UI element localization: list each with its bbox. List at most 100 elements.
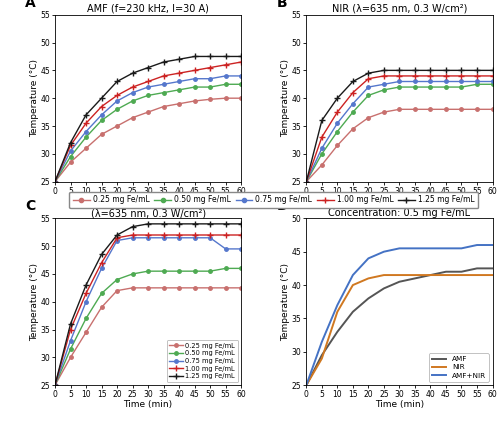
0.75 mg Fe/mL (145, 85, 151, 90)
0.50 mg Fe/mL (207, 269, 213, 274)
0.50 mg Fe/mL (238, 82, 244, 87)
0.75 mg Fe/mL (334, 121, 340, 126)
0.75 mg Fe/mL (319, 146, 325, 151)
0.75 mg Fe/mL (443, 79, 449, 84)
NIR (334, 309, 340, 314)
0.50 mg Fe/mL (350, 109, 356, 115)
0.75 mg Fe/mL (83, 299, 89, 304)
1.00 mg Fe/mL (381, 73, 387, 78)
1.25 mg Fe/mL (366, 71, 372, 76)
1.00 mg Fe/mL (114, 235, 120, 240)
1.00 mg Fe/mL (458, 73, 464, 78)
Line: 0.25 mg Fe/mL: 0.25 mg Fe/mL (304, 108, 494, 184)
NIR (350, 282, 356, 288)
AMF+NIR (319, 339, 325, 344)
0.50 mg Fe/mL (114, 277, 120, 282)
0.25 mg Fe/mL (68, 355, 73, 360)
AMF (366, 296, 372, 301)
0.75 mg Fe/mL (130, 90, 136, 95)
NIR (443, 272, 449, 277)
0.75 mg Fe/mL (412, 79, 418, 84)
0.75 mg Fe/mL (350, 101, 356, 106)
0.50 mg Fe/mL (334, 129, 340, 134)
AMF (474, 266, 480, 271)
Title: AMF (f=230 kHz, I=30 A)+NIR
(λ=635 nm, 0.3 W/cm²): AMF (f=230 kHz, I=30 A)+NIR (λ=635 nm, 0… (74, 197, 222, 218)
0.25 mg Fe/mL (458, 107, 464, 112)
1.25 mg Fe/mL (114, 79, 120, 84)
0.50 mg Fe/mL (145, 93, 151, 98)
0.25 mg Fe/mL (160, 285, 166, 290)
1.00 mg Fe/mL (68, 327, 73, 332)
1.25 mg Fe/mL (443, 68, 449, 73)
1.25 mg Fe/mL (176, 221, 182, 226)
1.25 mg Fe/mL (145, 65, 151, 70)
1.00 mg Fe/mL (412, 73, 418, 78)
1.25 mg Fe/mL (52, 383, 58, 388)
Text: C: C (25, 199, 35, 213)
0.75 mg Fe/mL (98, 112, 104, 117)
1.25 mg Fe/mL (412, 68, 418, 73)
1.00 mg Fe/mL (319, 135, 325, 140)
0.25 mg Fe/mL (176, 285, 182, 290)
0.25 mg Fe/mL (381, 109, 387, 115)
1.25 mg Fe/mL (68, 140, 73, 145)
Text: B: B (276, 0, 287, 10)
1.00 mg Fe/mL (98, 260, 104, 265)
AMF (428, 272, 434, 277)
0.25 mg Fe/mL (145, 285, 151, 290)
X-axis label: Time (min): Time (min) (124, 197, 172, 206)
1.25 mg Fe/mL (130, 71, 136, 76)
0.50 mg Fe/mL (192, 269, 198, 274)
Line: 0.75 mg Fe/mL: 0.75 mg Fe/mL (54, 236, 243, 387)
Line: 1.25 mg Fe/mL: 1.25 mg Fe/mL (304, 68, 496, 184)
Line: 1.25 mg Fe/mL: 1.25 mg Fe/mL (52, 221, 244, 388)
Y-axis label: Temperature (°C): Temperature (°C) (30, 263, 39, 341)
1.00 mg Fe/mL (145, 232, 151, 237)
0.75 mg Fe/mL (130, 235, 136, 240)
AMF+NIR (428, 246, 434, 251)
0.50 mg Fe/mL (490, 82, 496, 87)
0.25 mg Fe/mL (160, 104, 166, 109)
Y-axis label: Temperature (°C): Temperature (°C) (30, 59, 39, 137)
NIR (490, 272, 496, 277)
Title: Concentration: 0.5 mg Fe/mL: Concentration: 0.5 mg Fe/mL (328, 208, 470, 218)
AMF (381, 286, 387, 291)
0.25 mg Fe/mL (490, 107, 496, 112)
0.25 mg Fe/mL (98, 132, 104, 137)
0.25 mg Fe/mL (304, 179, 310, 184)
1.25 mg Fe/mL (160, 221, 166, 226)
0.75 mg Fe/mL (366, 85, 372, 90)
0.50 mg Fe/mL (83, 316, 89, 321)
0.75 mg Fe/mL (458, 79, 464, 84)
1.00 mg Fe/mL (192, 68, 198, 73)
Title: NIR (λ=635 nm, 0.3 W/cm²): NIR (λ=635 nm, 0.3 W/cm²) (332, 4, 467, 14)
1.25 mg Fe/mL (98, 96, 104, 101)
1.00 mg Fe/mL (222, 232, 228, 237)
0.25 mg Fe/mL (192, 99, 198, 104)
NIR (396, 272, 402, 277)
NIR (381, 272, 387, 277)
0.75 mg Fe/mL (428, 79, 434, 84)
0.25 mg Fe/mL (207, 97, 213, 102)
0.75 mg Fe/mL (114, 238, 120, 243)
AMF+NIR (443, 246, 449, 251)
0.25 mg Fe/mL (192, 285, 198, 290)
0.50 mg Fe/mL (381, 87, 387, 92)
1.25 mg Fe/mL (207, 54, 213, 59)
1.00 mg Fe/mL (222, 62, 228, 67)
Line: 0.25 mg Fe/mL: 0.25 mg Fe/mL (54, 286, 243, 387)
Line: 0.50 mg Fe/mL: 0.50 mg Fe/mL (54, 266, 243, 387)
1.00 mg Fe/mL (83, 291, 89, 296)
0.75 mg Fe/mL (490, 79, 496, 84)
Legend: 0.25 mg Fe/mL, 0.50 mg Fe/mL, 0.75 mg Fe/mL, 1.00 mg Fe/mL, 1.25 mg Fe/mL: 0.25 mg Fe/mL, 0.50 mg Fe/mL, 0.75 mg Fe… (69, 192, 478, 208)
0.25 mg Fe/mL (366, 115, 372, 120)
1.25 mg Fe/mL (145, 221, 151, 226)
Line: 1.00 mg Fe/mL: 1.00 mg Fe/mL (52, 232, 244, 388)
1.00 mg Fe/mL (68, 143, 73, 148)
0.50 mg Fe/mL (83, 135, 89, 140)
0.25 mg Fe/mL (130, 285, 136, 290)
1.00 mg Fe/mL (443, 73, 449, 78)
1.25 mg Fe/mL (350, 79, 356, 84)
X-axis label: Time (min): Time (min) (375, 400, 424, 410)
1.00 mg Fe/mL (334, 109, 340, 115)
